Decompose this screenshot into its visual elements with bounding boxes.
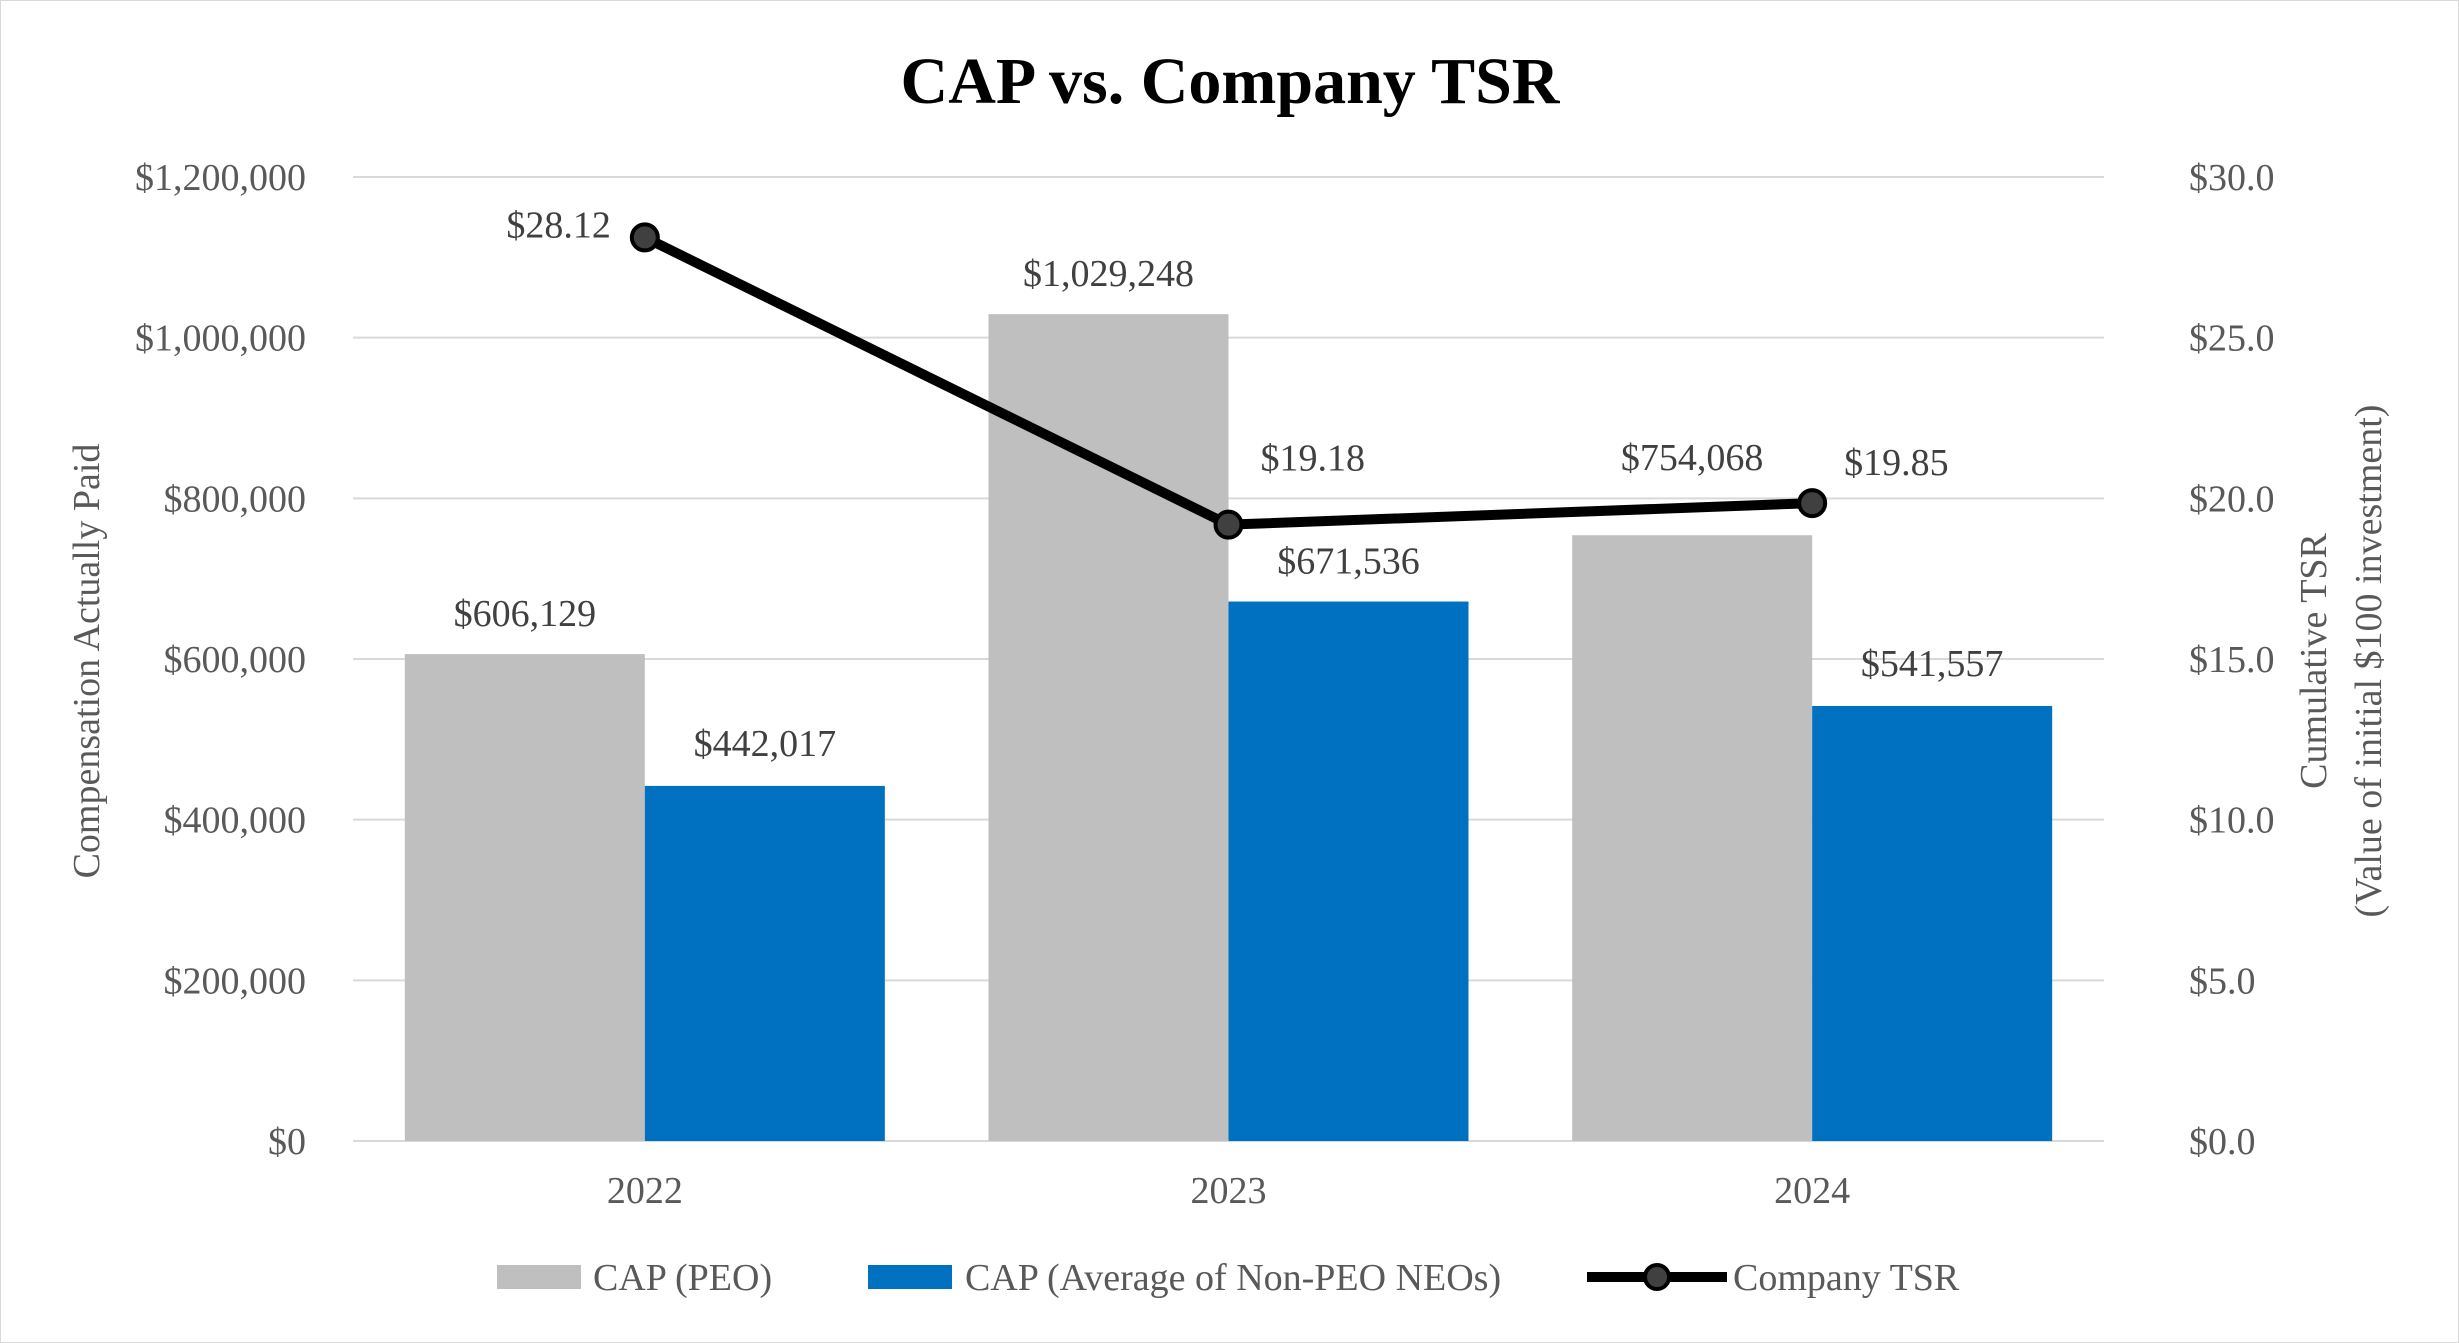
tsr-line xyxy=(629,222,1828,540)
bar xyxy=(1572,535,1813,1141)
chart-title: CAP vs. Company TSR xyxy=(901,45,1561,118)
y-tick-label: $200,000 xyxy=(164,960,307,1002)
y2-tick-label: $25.0 xyxy=(2189,318,2275,360)
y-tick-label: $800,000 xyxy=(164,478,307,520)
y2-tick-label: $5.0 xyxy=(2189,960,2256,1002)
legend-swatch xyxy=(868,1265,952,1289)
x-tick-label: 2023 xyxy=(1191,1170,1267,1212)
y-tick-label: $1,200,000 xyxy=(135,157,306,199)
legend-label: CAP (PEO) xyxy=(593,1257,772,1299)
x-tick-label: 2024 xyxy=(1774,1170,1850,1212)
y2-tick-label: $30.0 xyxy=(2189,157,2275,199)
tsr-point xyxy=(1213,509,1244,540)
y-axis-title: Compensation Actually Paid xyxy=(66,444,108,879)
y-tick-label: $400,000 xyxy=(164,800,307,842)
y2-axis-title-line1: Cumulative TSR xyxy=(2293,532,2335,788)
bar-value-label: $671,536 xyxy=(1277,541,1420,583)
legend-swatch xyxy=(497,1265,581,1289)
axes: $0 $200,000 $400,000 $600,000 $800,000 $1,000… xyxy=(135,157,2275,1212)
bar xyxy=(988,314,1229,1141)
legend: CAP (PEO) CAP (Average of Non-PEO NEOs) Co… xyxy=(497,1257,1960,1299)
x-tick-label: 2022 xyxy=(607,1170,683,1212)
bar xyxy=(644,785,885,1141)
y2-axis-title-line2: (Value of initial $100 investment) xyxy=(2348,405,2390,918)
y2-tick-label: $10.0 xyxy=(2189,800,2275,842)
bar-value-label: $606,129 xyxy=(454,593,597,635)
y2-tick-label: $15.0 xyxy=(2189,639,2275,681)
y-tick-label: $0 xyxy=(268,1121,306,1163)
bar xyxy=(1812,705,2053,1141)
legend-label: CAP (Average of Non-PEO NEOs) xyxy=(965,1257,1501,1299)
tsr-point xyxy=(1797,488,1828,519)
tsr-value-label: $19.85 xyxy=(1844,442,1949,484)
bar-value-label: $1,029,248 xyxy=(1023,253,1194,295)
bar-value-label: $541,557 xyxy=(1861,643,2004,685)
bar-value-label: $442,017 xyxy=(694,723,837,765)
y-tick-label: $1,000,000 xyxy=(135,318,306,360)
tsr-value-label: $28.12 xyxy=(506,204,611,246)
bar-value-label: $754,068 xyxy=(1621,437,1764,479)
y2-tick-label: $0.0 xyxy=(2189,1121,2256,1163)
bar xyxy=(1228,601,1469,1141)
tsr-point xyxy=(629,222,660,253)
y2-tick-label: $20.0 xyxy=(2189,478,2275,520)
legend-label: Company TSR xyxy=(1733,1257,1960,1299)
tsr-value-label: $19.18 xyxy=(1261,438,1366,480)
bars xyxy=(404,314,2053,1141)
y-tick-label: $600,000 xyxy=(164,639,307,681)
data-labels: $606,129 $1,029,248 $754,068 $442,017 $671,5… xyxy=(454,204,2004,765)
bar xyxy=(404,654,645,1141)
legend-marker xyxy=(1643,1263,1671,1291)
